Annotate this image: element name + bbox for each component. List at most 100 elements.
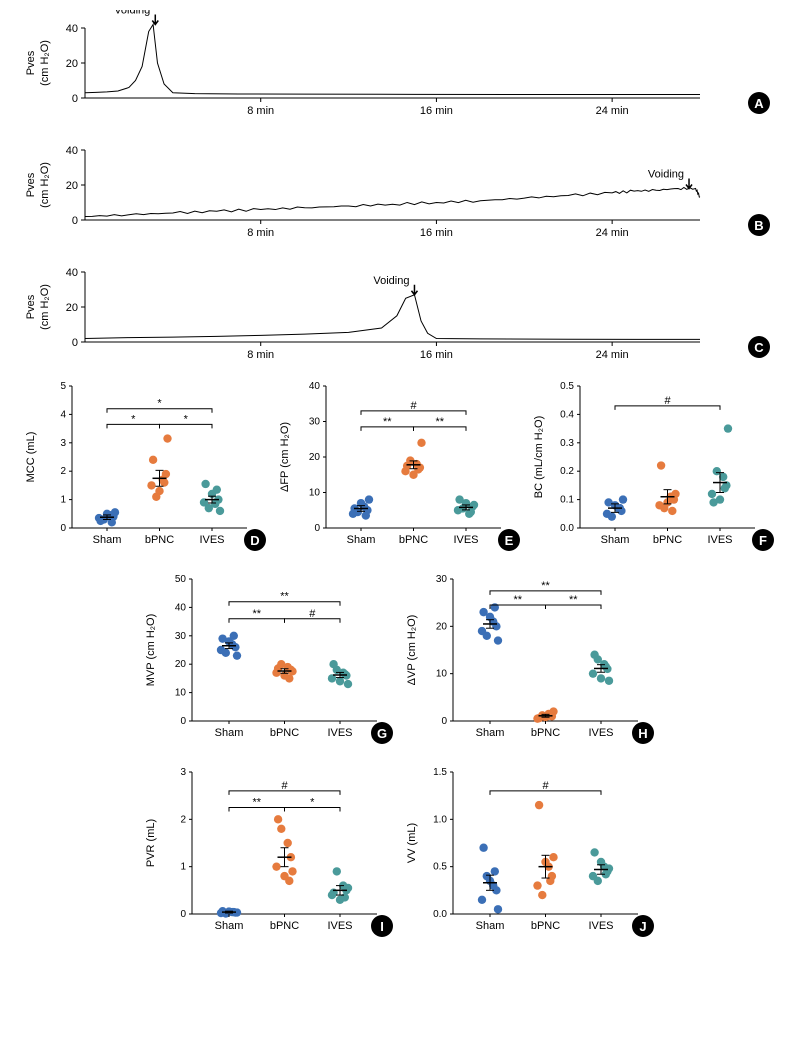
svg-text:0.4: 0.4 xyxy=(560,409,574,420)
svg-text:16 min: 16 min xyxy=(420,227,453,239)
svg-text:0: 0 xyxy=(72,337,78,349)
svg-text:#: # xyxy=(410,400,417,412)
svg-text:0.5: 0.5 xyxy=(560,381,574,392)
svg-text:bPNC: bPNC xyxy=(531,920,560,932)
svg-text:2: 2 xyxy=(180,814,186,825)
svg-text:30: 30 xyxy=(309,417,321,428)
svg-text:PVR (mL): PVR (mL) xyxy=(145,819,157,867)
svg-text:0: 0 xyxy=(72,93,78,105)
svg-text:bPNC: bPNC xyxy=(653,534,682,546)
panel-badge-E: E xyxy=(498,529,520,551)
svg-text:Pves: Pves xyxy=(25,172,37,197)
svg-text:Sham: Sham xyxy=(93,534,122,546)
svg-text:40: 40 xyxy=(309,381,321,392)
scatter-panel-D: 012345MCC (mL)ShambPNCIVES***D xyxy=(20,376,262,561)
svg-text:**: ** xyxy=(569,594,578,606)
scatter-panel-G: 01020304050MVP (cm H₂O)ShambPNCIVES****#… xyxy=(140,569,389,754)
svg-text:1.0: 1.0 xyxy=(433,814,447,825)
svg-text:Voiding: Voiding xyxy=(373,275,409,287)
svg-text:8 min: 8 min xyxy=(247,105,274,117)
svg-text:30: 30 xyxy=(175,631,187,642)
scatter-row-2: 01020304050MVP (cm H₂O)ShambPNCIVES****#… xyxy=(20,569,770,754)
panel-badge-B: B xyxy=(748,214,770,236)
svg-text:(cm H₂O): (cm H₂O) xyxy=(39,162,51,208)
svg-text:IVES: IVES xyxy=(707,534,732,546)
svg-text:IVES: IVES xyxy=(588,727,613,739)
svg-text:IVES: IVES xyxy=(588,920,613,932)
svg-text:24 min: 24 min xyxy=(596,105,629,117)
svg-text:16 min: 16 min xyxy=(420,349,453,361)
svg-text:MVP (cm H₂O): MVP (cm H₂O) xyxy=(145,614,157,687)
svg-text:IVES: IVES xyxy=(327,920,352,932)
svg-text:**: ** xyxy=(280,591,289,603)
svg-text:Sham: Sham xyxy=(476,727,505,739)
svg-text:(cm H₂O): (cm H₂O) xyxy=(39,284,51,330)
svg-text:3: 3 xyxy=(180,767,186,778)
scatter-row-3: 0123PVR (mL)ShambPNCIVES#***I0.00.51.01.… xyxy=(20,762,770,947)
panel-badge-C: C xyxy=(748,336,770,358)
panel-badge-A: A xyxy=(748,92,770,114)
svg-text:0.3: 0.3 xyxy=(560,438,574,449)
scatter-panel-H: 0102030ΔVP (cm H₂O)ShambPNCIVES******H xyxy=(401,569,650,754)
svg-text:24 min: 24 min xyxy=(596,227,629,239)
svg-text:Sham: Sham xyxy=(601,534,630,546)
svg-text:0.0: 0.0 xyxy=(560,523,574,534)
svg-text:**: ** xyxy=(383,416,392,428)
svg-text:30: 30 xyxy=(436,574,448,585)
svg-text:24 min: 24 min xyxy=(596,349,629,361)
svg-text:Sham: Sham xyxy=(476,920,505,932)
svg-text:bPNC: bPNC xyxy=(145,534,174,546)
svg-text:#: # xyxy=(281,780,288,792)
svg-text:20: 20 xyxy=(175,659,187,670)
svg-text:(cm H₂O): (cm H₂O) xyxy=(39,40,51,86)
svg-text:**: ** xyxy=(541,580,550,592)
svg-text:0.2: 0.2 xyxy=(560,466,574,477)
svg-text:ΔVP (cm H₂O): ΔVP (cm H₂O) xyxy=(406,615,418,686)
svg-text:0.0: 0.0 xyxy=(433,909,447,920)
svg-text:Sham: Sham xyxy=(215,920,244,932)
panel-badge-F: F xyxy=(752,529,774,551)
svg-text:20: 20 xyxy=(66,180,78,192)
trace-panel-A: 020408 min16 min24 minPves(cm H₂O)Voidin… xyxy=(20,10,770,120)
svg-text:**: ** xyxy=(252,797,261,809)
scatter-panel-J: 0.00.51.01.5VV (mL)ShambPNCIVES#J xyxy=(401,762,650,947)
svg-text:ΔFP (cm H₂O): ΔFP (cm H₂O) xyxy=(279,422,291,492)
svg-text:1: 1 xyxy=(180,862,186,873)
svg-text:0: 0 xyxy=(441,716,447,727)
trace-panel-C: 020408 min16 min24 minPves(cm H₂O)Voidin… xyxy=(20,254,770,364)
svg-text:IVES: IVES xyxy=(327,727,352,739)
svg-text:1: 1 xyxy=(60,495,66,506)
svg-text:MCC (mL): MCC (mL) xyxy=(25,432,37,483)
svg-text:16 min: 16 min xyxy=(420,105,453,117)
svg-text:VV (mL): VV (mL) xyxy=(406,823,418,863)
svg-text:40: 40 xyxy=(66,145,78,157)
svg-text:0.1: 0.1 xyxy=(560,495,574,506)
svg-text:#: # xyxy=(309,608,316,620)
svg-text:2: 2 xyxy=(60,466,66,477)
scatter-panel-F: 0.0 0.1 0.2 0.3 0.4 0.5 BC (mL/cm H₂O) Sham bPNC… xyxy=(528,376,770,561)
svg-text:20: 20 xyxy=(66,302,78,314)
svg-text:Pves: Pves xyxy=(25,50,37,75)
svg-text:Voiding: Voiding xyxy=(114,10,150,17)
svg-text:1.5: 1.5 xyxy=(433,767,447,778)
panel-badge-H: H xyxy=(632,722,654,744)
svg-text:20: 20 xyxy=(436,621,448,632)
svg-text:Voiding: Voiding xyxy=(648,169,684,181)
svg-text:bPNC: bPNC xyxy=(399,534,428,546)
trace-panel-B: 020408 min16 min24 minPves(cm H₂O)Voidin… xyxy=(20,132,770,242)
svg-text:20: 20 xyxy=(309,452,321,463)
svg-text:8 min: 8 min xyxy=(247,227,274,239)
panel-badge-G: G xyxy=(371,722,393,744)
svg-text:BC (mL/cm H₂O): BC (mL/cm H₂O) xyxy=(533,416,545,499)
svg-text:**: ** xyxy=(435,416,444,428)
svg-text:20: 20 xyxy=(66,58,78,70)
svg-text:8 min: 8 min xyxy=(247,349,274,361)
svg-text:40: 40 xyxy=(66,267,78,279)
svg-text:4: 4 xyxy=(60,409,66,420)
scatter-panel-E: 010203040ΔFP (cm H₂O)ShambPNCIVES#****E xyxy=(274,376,516,561)
svg-text:**: ** xyxy=(252,608,261,620)
svg-text:Sham: Sham xyxy=(347,534,376,546)
svg-text:#: # xyxy=(542,780,549,792)
svg-text:bPNC: bPNC xyxy=(270,920,299,932)
svg-text:*: * xyxy=(157,398,162,410)
